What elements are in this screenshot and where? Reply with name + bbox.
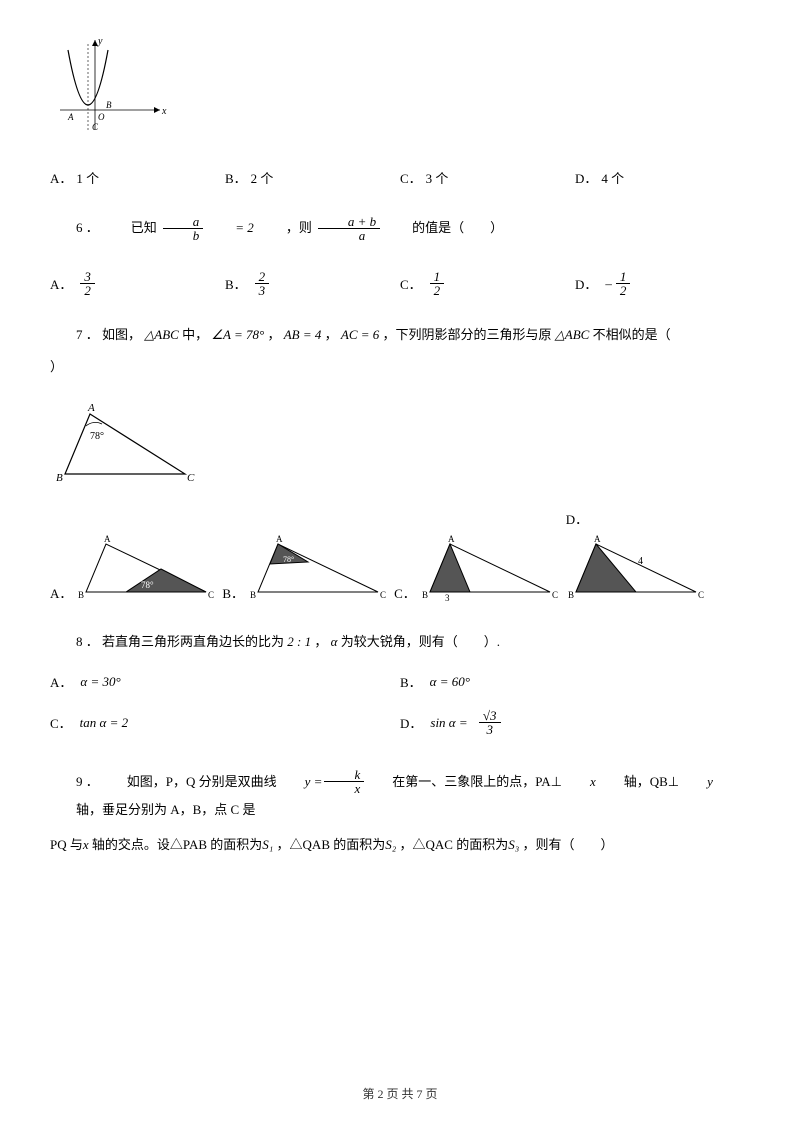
q8-opt-C: C．tan α = 2 — [50, 709, 400, 736]
svg-text:78°: 78° — [283, 555, 294, 564]
label-C: C — [92, 122, 99, 132]
q7-main-triangle: A B C 78° — [50, 399, 200, 489]
q8-options-row1: A．α = 30° B．α = 60° — [50, 672, 750, 691]
svg-text:B: B — [422, 590, 428, 600]
svg-text:C: C — [552, 590, 558, 600]
q6-opt-D: D．–12 — [575, 270, 750, 297]
q7-stem: 7 ． 如图， △ABC 中， ∠A = 78° ， AB = 4 ， AC =… — [50, 321, 750, 350]
q7-opt-D-label: D． — [566, 509, 588, 528]
q8-opt-D: D．sin α = √33 — [400, 709, 750, 736]
page-footer: 第 2 页 共 7 页 — [0, 1085, 800, 1102]
q6-options: A．32 B．23 C．12 D．–12 — [50, 270, 750, 297]
q6-stem: 6 ． 已知 ab = 2 ，则 a + ba 的值是（ ） — [50, 215, 750, 242]
q5-opt-A: A．1 个 — [50, 168, 225, 187]
svg-text:78°: 78° — [141, 580, 154, 590]
svg-text:B: B — [250, 590, 256, 600]
svg-text:C: C — [380, 590, 386, 600]
q9-stem-line2: PQ 与x 轴的交点。设△PAB 的面积为S₁ ，△QAB 的面积为S₂ ，△Q… — [50, 829, 750, 860]
svg-text:A: A — [104, 534, 111, 544]
q7-opt-D: A B C 4 — [566, 534, 706, 602]
q7-opt-C: C． ABC 3 — [394, 534, 560, 602]
q5-options: A．1 个 B．2 个 C．3 个 D．4 个 — [50, 168, 750, 187]
x-axis-label: x — [161, 106, 167, 117]
y-axis-label: y — [97, 36, 103, 47]
q5-opt-C: C．3 个 — [400, 168, 575, 187]
parabola-figure: x y A O B C — [50, 30, 170, 140]
q8-opt-B: B．α = 60° — [400, 672, 750, 691]
q8-stem: 8 ． 若直角三角形两直角边长的比为 2 : 1 ， α 为较大锐角，则有（ ）… — [50, 630, 750, 655]
svg-text:B: B — [78, 590, 84, 600]
q9-stem-line1: 9 ． 如图，P，Q 分别是双曲线 y = kx 在第一、三象限上的点，PA⊥x… — [50, 768, 750, 823]
q6-frac1: ab — [163, 215, 204, 242]
label-A: A — [67, 112, 74, 122]
q8-opt-A: A．α = 30° — [50, 672, 400, 691]
q7-opt-A: A． 78° ABC — [50, 534, 216, 602]
svg-text:78°: 78° — [90, 431, 104, 442]
label-B: B — [106, 100, 112, 110]
svg-text:3: 3 — [445, 593, 450, 602]
svg-text:B: B — [568, 590, 574, 600]
q6-opt-C: C．12 — [400, 270, 575, 297]
svg-text:A: A — [594, 534, 601, 544]
label-O: O — [98, 112, 105, 122]
svg-text:C: C — [187, 472, 195, 484]
svg-text:A: A — [87, 402, 95, 414]
svg-text:C: C — [698, 590, 704, 600]
svg-text:C: C — [208, 590, 214, 600]
q6-opt-A: A．32 — [50, 270, 225, 297]
q6-frac2: a + ba — [318, 215, 380, 242]
q5-opt-D: D．4 个 — [575, 168, 750, 187]
svg-text:A: A — [448, 534, 455, 544]
svg-text:A: A — [276, 534, 283, 544]
q7-close: ） — [50, 356, 750, 375]
q6-opt-B: B．23 — [225, 270, 400, 297]
q8-options-row2: C．tan α = 2 D．sin α = √33 — [50, 709, 750, 736]
q7-options-row: A． 78° ABC B． 78° ABC C． ABC 3 D． — [50, 509, 750, 602]
q7-opt-B: B． 78° ABC — [222, 534, 388, 602]
q5-opt-B: B．2 个 — [225, 168, 400, 187]
svg-text:B: B — [56, 472, 63, 484]
svg-text:4: 4 — [638, 556, 643, 567]
